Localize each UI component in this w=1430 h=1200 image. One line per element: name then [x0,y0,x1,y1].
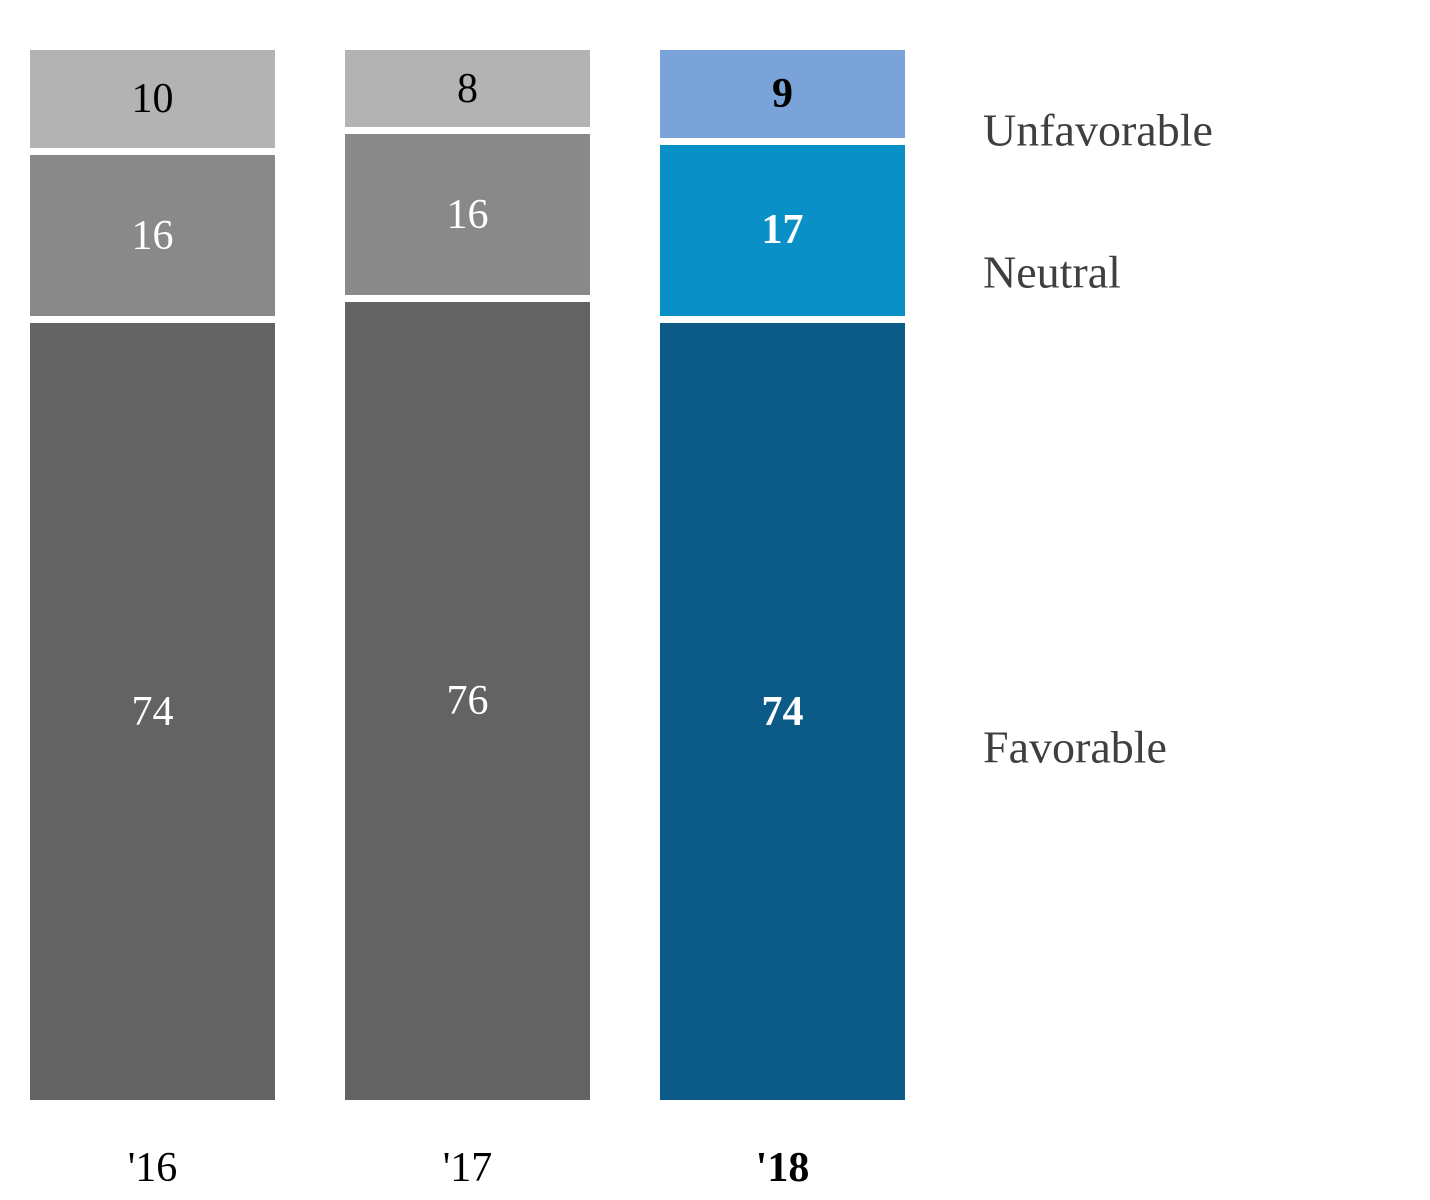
category-label-17: '17 [442,1145,493,1191]
legend-label-neutral: Neutral [983,246,1121,298]
segment-favorable-18: 74 [660,323,905,1100]
data-label-unfavorable-16: 10 [131,76,174,122]
segment-favorable-17: 76 [345,302,590,1100]
segment-favorable-16: 74 [30,323,275,1100]
data-label-favorable-17: 76 [446,678,489,724]
segment-neutral-16: 16 [30,155,275,323]
data-label-neutral-18: 17 [761,207,804,254]
bar-16: 10 16 74 [30,50,275,1100]
segment-unfavorable-17: 8 [345,50,590,134]
data-label-neutral-16: 16 [131,212,174,259]
segment-neutral-17: 16 [345,134,590,302]
bar-17: 8 16 76 [345,50,590,1100]
legend-label-favorable: Favorable [983,721,1167,773]
segment-neutral-18: 17 [660,144,905,323]
data-label-favorable-16: 74 [131,688,174,735]
data-label-neutral-17: 16 [446,191,489,238]
segment-unfavorable-18: 9 [660,50,905,145]
data-label-unfavorable-18: 9 [772,70,793,117]
legend-label-unfavorable: Unfavorable [983,104,1213,156]
data-label-favorable-18: 74 [761,688,804,735]
segment-unfavorable-16: 10 [30,50,275,155]
data-label-unfavorable-17: 8 [457,65,478,112]
bar-18: 9 17 74 [660,50,905,1100]
category-label-18: '18 [755,1145,810,1191]
category-label-16: '16 [127,1145,178,1191]
